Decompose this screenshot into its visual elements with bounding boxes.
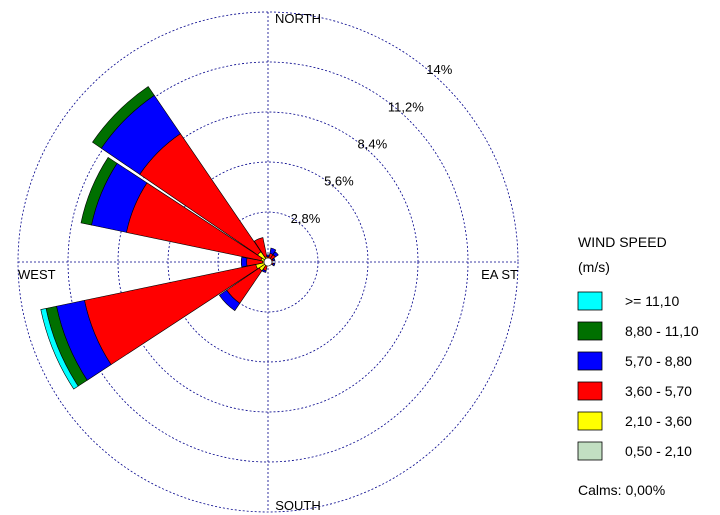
petal-WSW-bin-6 bbox=[40, 308, 79, 390]
petal-SW-bin-4 bbox=[218, 289, 241, 312]
petal-WSW-bin-3 bbox=[84, 264, 258, 366]
ring-labels: 2,8% 5,6% 8,4% 11,2% 14% bbox=[291, 62, 453, 226]
legend-swatch bbox=[577, 441, 603, 461]
legend-label: >= 11,10 bbox=[625, 293, 679, 309]
legend-swatch bbox=[577, 351, 603, 371]
legend-calms: Calms: 0,00% bbox=[578, 482, 665, 498]
petal-ENE-bin-4 bbox=[272, 257, 276, 262]
petal-WNW-bin-5 bbox=[80, 156, 118, 226]
legend-label: 3,60 - 5,70 bbox=[625, 383, 692, 399]
ring-label: 8,4% bbox=[358, 137, 388, 152]
petal-NE-bin-4 bbox=[272, 251, 279, 258]
compass-label-west: WEST bbox=[18, 267, 56, 282]
ring-label: 5,6% bbox=[324, 174, 354, 189]
ring-label: 14% bbox=[426, 62, 452, 77]
legend-label: 5,70 - 8,80 bbox=[625, 353, 692, 369]
legend-label: 2,10 - 3,60 bbox=[625, 413, 692, 429]
legend-units: (m/s) bbox=[578, 259, 610, 275]
legend-swatch bbox=[577, 411, 603, 431]
compass-label-east: EA ST bbox=[481, 267, 518, 282]
petal-NW-bin-5 bbox=[92, 86, 155, 149]
legend-items: >= 11,10 8,80 - 11,10 5,70 - 8,80 3,60 - 5,… bbox=[577, 291, 699, 461]
legend-swatch bbox=[577, 381, 603, 401]
ring-label: 2,8% bbox=[291, 211, 321, 226]
legend-label: 0,50 - 2,10 bbox=[625, 443, 692, 459]
legend: WIND SPEED (m/s) >= 11,10 8,80 - 11,10 5,7… bbox=[577, 234, 699, 498]
legend-label: 8,80 - 11,10 bbox=[625, 323, 699, 339]
legend-swatch bbox=[577, 321, 603, 341]
compass-label-south: SOUTH bbox=[275, 498, 321, 513]
ring-label: 11,2% bbox=[388, 99, 424, 114]
petal-NNE-bin-4 bbox=[269, 247, 277, 255]
legend-title: WIND SPEED bbox=[578, 234, 667, 250]
wind-petals bbox=[40, 86, 279, 390]
petal-ESE-bin-4 bbox=[272, 262, 276, 267]
petal-NNW-bin-3 bbox=[253, 237, 268, 258]
center-hub bbox=[263, 257, 273, 267]
legend-swatch bbox=[577, 291, 603, 311]
compass-label-north: NORTH bbox=[275, 11, 321, 26]
petal-W-bin-4 bbox=[240, 256, 248, 268]
